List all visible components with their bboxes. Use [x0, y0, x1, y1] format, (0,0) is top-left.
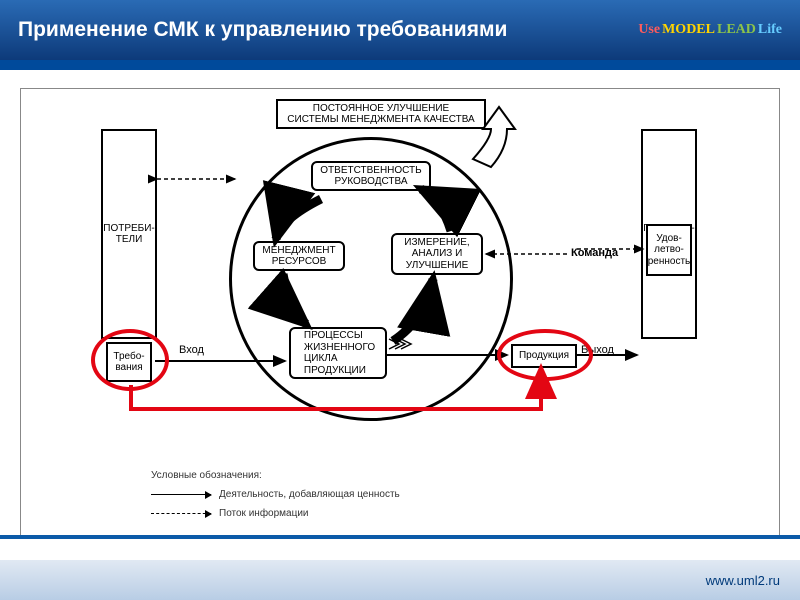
header-bar: Применение СМК к управлению требованиями…: [0, 0, 800, 60]
box-resources: МЕНЕДЖМЕНТ РЕСУРСОВ: [253, 241, 345, 271]
footer-bar: www.uml2.ru: [0, 560, 800, 600]
highlight-requirements: [91, 329, 169, 391]
logo-part4: Life: [758, 22, 782, 38]
label-input: Вход: [179, 344, 204, 356]
box-satisfaction: Удов- летво- ренность: [646, 224, 692, 276]
box-lifecycle: ПРОЦЕССЫ ЖИЗНЕННОГО ЦИКЛА ПРОДУКЦИИ: [289, 327, 387, 379]
box-improvement: ПОСТОЯННОЕ УЛУЧШЕНИЕ СИСТЕМЫ МЕНЕДЖМЕНТА…: [276, 99, 486, 129]
box-consumers-left: ПОТРЕБИ- ТЕЛИ: [101, 129, 157, 339]
logo: Use MODEL LEAD Life: [638, 22, 782, 38]
legend-row-solid: Деятельность, добавляющая ценность: [151, 486, 400, 503]
highlight-product: [497, 329, 593, 381]
logo-part3: LEAD: [717, 22, 756, 38]
footer-url: www.uml2.ru: [706, 573, 780, 588]
logo-part1: Use: [638, 22, 660, 38]
header-divider: [0, 60, 800, 70]
legend-dashed-arrow-icon: [151, 513, 211, 514]
footer-divider: [0, 535, 800, 539]
legend-solid-label: Деятельность, добавляющая ценность: [219, 486, 400, 503]
legend-solid-arrow-icon: [151, 494, 211, 495]
legend-dashed-label: Поток информации: [219, 505, 309, 522]
legend-title: Условные обозначения:: [151, 467, 400, 484]
qms-diagram: ПОСТОЯННОЕ УЛУЧШЕНИЕ СИСТЕМЫ МЕНЕДЖМЕНТА…: [20, 88, 780, 538]
label-team: Команда: [571, 247, 618, 259]
logo-part2: MODEL: [662, 22, 715, 38]
page-title: Применение СМК к управлению требованиями: [18, 18, 507, 42]
legend: Условные обозначения: Деятельность, доба…: [151, 467, 400, 522]
box-responsibility: ОТВЕТСТВЕННОСТЬ РУКОВОДСТВА: [311, 161, 431, 191]
legend-row-dashed: Поток информации: [151, 505, 400, 522]
box-measurement: ИЗМЕРЕНИЕ, АНАЛИЗ И УЛУЧШЕНИЕ: [391, 233, 483, 275]
